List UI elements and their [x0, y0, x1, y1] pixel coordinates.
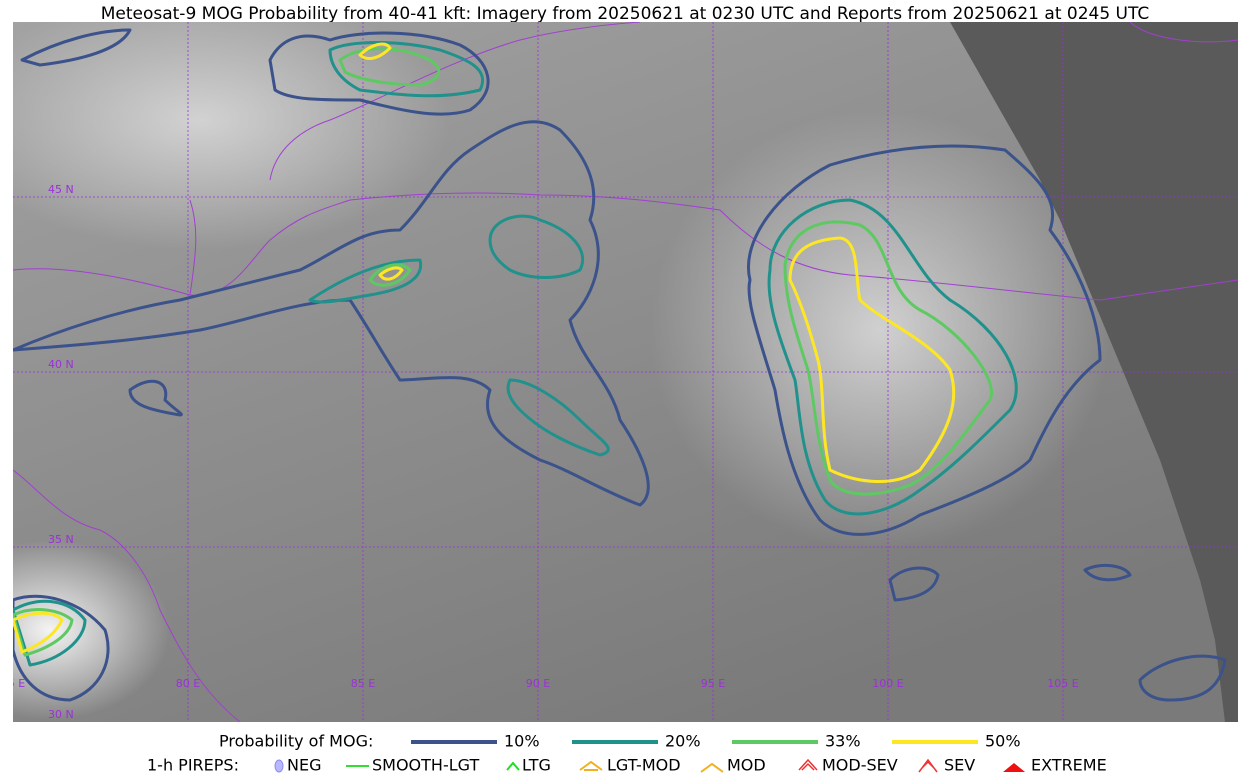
legend-label: 33% [825, 732, 861, 751]
lon-label: 100 E [872, 677, 903, 690]
map-labels: 45 N 40 N 35 N 30 N 75 E 80 E 85 E 90 E 95 E 100 … [1, 183, 1079, 721]
pirep-label: LGT-MOD [607, 756, 681, 775]
title: Meteosat-9 MOG Probability from 40-41 kf… [101, 4, 1150, 24]
legend-label: 50% [985, 732, 1021, 751]
cloud [13, 22, 450, 250]
lon-label: 85 E [351, 677, 375, 690]
lon-label: 90 E [526, 677, 550, 690]
lgt-mod-icon [579, 760, 603, 771]
pirep-label: MOD [727, 756, 766, 775]
ltg-icon [506, 761, 520, 771]
pirep-icons [274, 758, 1025, 773]
grid [13, 22, 1238, 722]
pirep-label: LTG [522, 756, 551, 775]
legend: Probability of MOG: 1-h PIREPS: 10% 20% 33… [147, 732, 1107, 775]
legend-title: Probability of MOG: [219, 732, 373, 751]
lat-label: 30 N [48, 708, 74, 721]
pirep-label: SMOOTH-LGT [372, 756, 479, 775]
pireps-title: 1-h PIREPS: [147, 756, 239, 775]
neg-icon [274, 759, 284, 773]
contours [13, 28, 1227, 702]
lon-label: 75 E [1, 677, 25, 690]
lat-label: 40 N [48, 358, 74, 371]
lat-label: 35 N [48, 533, 74, 546]
lon-label: 105 E [1047, 677, 1078, 690]
pirep-label: MOD-SEV [822, 756, 898, 775]
mod-icon [700, 762, 724, 773]
lon-label: 80 E [176, 677, 200, 690]
pirep-label: EXTREME [1031, 756, 1107, 775]
cloud [13, 540, 170, 720]
sev-icon [918, 758, 938, 773]
mod-sev-icon [798, 758, 818, 771]
extreme-icon [1003, 763, 1025, 772]
legend-label: 20% [665, 732, 701, 751]
lat-label: 45 N [48, 183, 74, 196]
legend-label: 10% [504, 732, 540, 751]
pirep-label: NEG [287, 756, 321, 775]
lon-label: 95 E [701, 677, 725, 690]
pirep-label: SEV [944, 756, 975, 775]
map: 45 N 40 N 35 N 30 N 75 E 80 E 85 E 90 E 95 E 100 … [1, 22, 1238, 722]
